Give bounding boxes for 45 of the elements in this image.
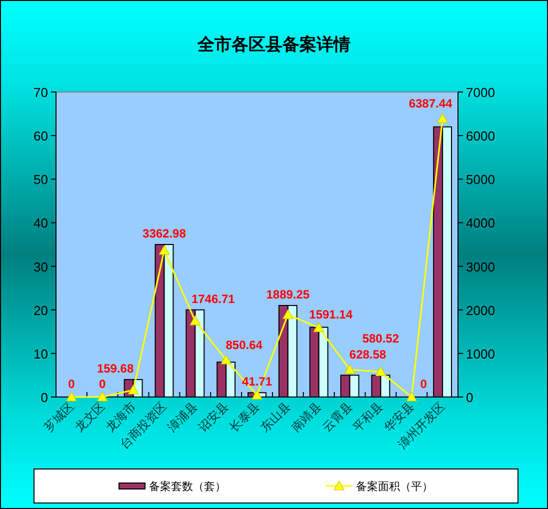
y-tick-label: 50 <box>34 172 48 188</box>
point <box>190 316 200 326</box>
point <box>97 392 108 402</box>
data-label: 1591.14 <box>309 307 353 322</box>
data-label: 6387.44 <box>408 96 453 111</box>
data-label: 580.52 <box>362 332 400 346</box>
y-tick-label: 20 <box>34 302 48 318</box>
y-tick-label: 60 <box>34 128 48 144</box>
point <box>220 354 232 364</box>
point <box>437 113 448 123</box>
chart-title: 全市各区县备案详情 <box>196 34 350 54</box>
point <box>252 390 262 400</box>
data-label: 0 <box>420 377 428 391</box>
y2-tick-label: 4000 <box>466 216 495 231</box>
point <box>158 245 170 255</box>
y2-tick-label: 5000 <box>466 172 495 188</box>
data-label: 0 <box>68 377 76 391</box>
legend-label: 备案套数（套） <box>149 480 226 493</box>
data-label: 628.58 <box>349 348 386 362</box>
legend-label: 备案面积（平） <box>356 480 433 493</box>
y2-tick-label: 7000 <box>466 85 495 100</box>
y2-tick-label: 2000 <box>466 302 495 318</box>
data-label: 850.64 <box>226 338 263 352</box>
point <box>375 366 386 376</box>
point <box>282 309 294 319</box>
data-label: 3362.98 <box>142 226 186 240</box>
point <box>314 322 324 332</box>
point <box>406 392 417 402</box>
data-label: 1889.25 <box>266 288 310 302</box>
point <box>344 364 356 374</box>
x-tick-label: 南靖县 <box>288 399 324 435</box>
y-tick-label: 10 <box>34 346 48 362</box>
y2-tick-label: 6000 <box>466 128 495 144</box>
y-tick-label: 0 <box>40 390 48 405</box>
data-label: 0 <box>99 377 106 391</box>
data-label: 159.68 <box>96 362 134 376</box>
y2-tick-label: 1000 <box>466 346 495 362</box>
y2-tick-label: 3000 <box>466 259 495 274</box>
y-tick-label: 70 <box>34 85 48 100</box>
data-label: 1746.71 <box>191 292 236 306</box>
point <box>66 392 77 402</box>
y2-tick-label: 0 <box>466 390 474 405</box>
y-tick-label: 30 <box>34 259 48 274</box>
y-tick-label: 40 <box>34 216 48 231</box>
point <box>128 384 139 394</box>
